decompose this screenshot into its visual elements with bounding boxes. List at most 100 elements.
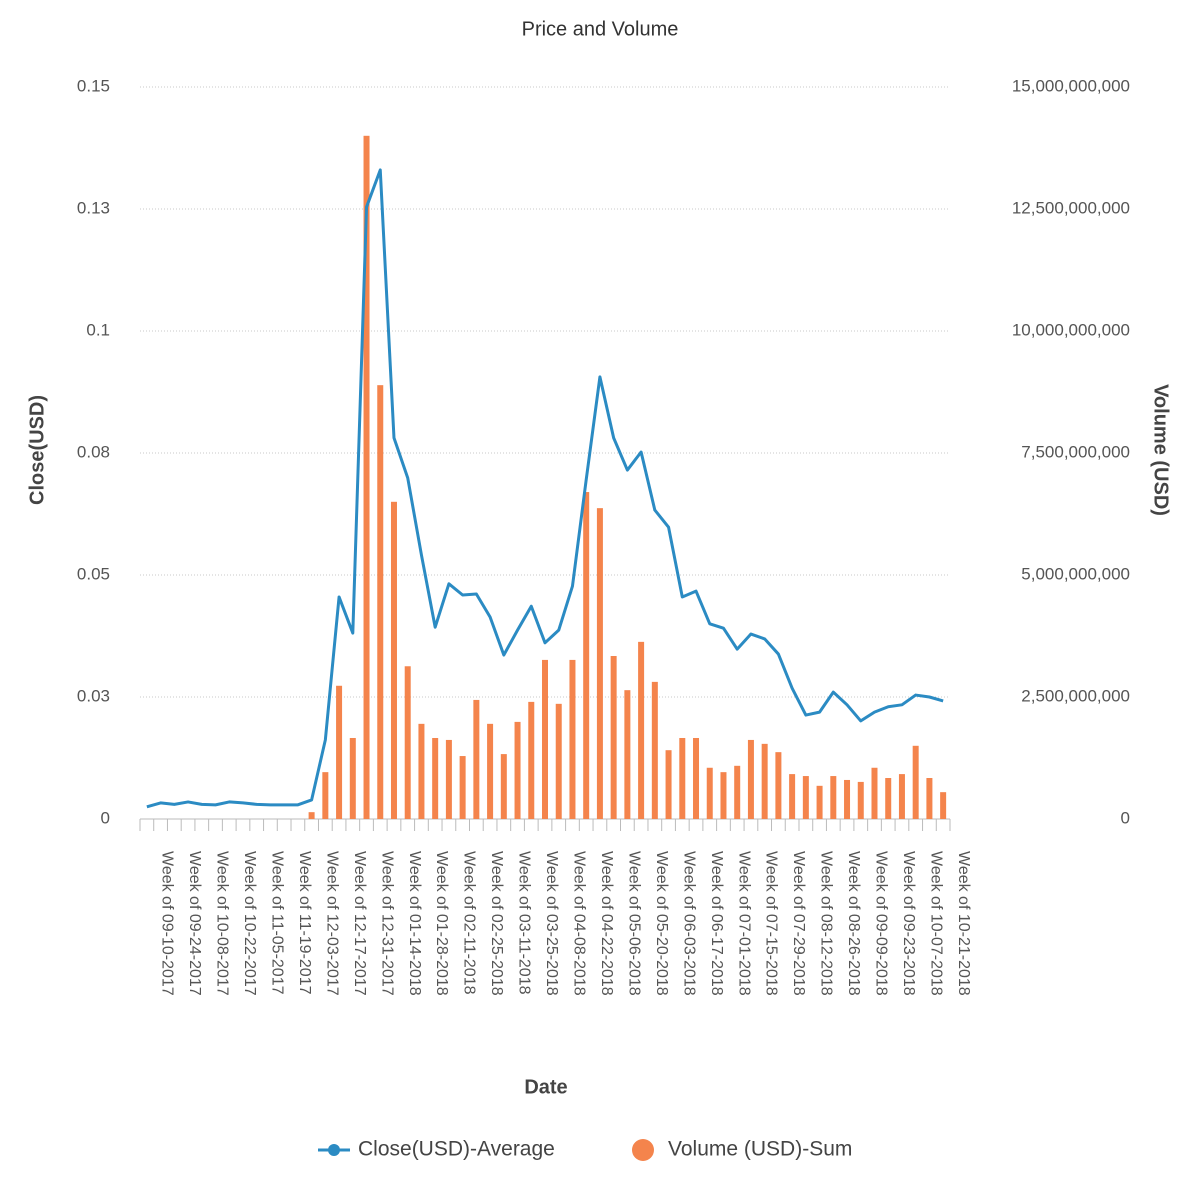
y2-tick-label: 0	[1121, 808, 1130, 827]
bar	[871, 767, 878, 819]
bar	[844, 779, 851, 819]
bar	[706, 767, 713, 819]
x-axis-title: Date	[524, 1076, 567, 1098]
x-tick-label: Week of 05-20-2018	[653, 851, 670, 996]
x-tick-label: Week of 12-17-2017	[351, 851, 368, 996]
bar	[583, 492, 590, 819]
bar	[542, 659, 548, 819]
bar	[734, 765, 741, 819]
bar	[514, 721, 521, 819]
y2-tick-label: 5,000,000,000	[1021, 564, 1130, 583]
x-tick-label: Week of 07-15-2018	[763, 851, 780, 996]
bar	[802, 776, 809, 819]
bar	[830, 776, 837, 819]
x-tick-label: Week of 09-23-2018	[900, 851, 917, 996]
bar	[665, 750, 672, 819]
x-tick-label: Week of 03-25-2018	[543, 851, 560, 996]
bar	[761, 743, 768, 819]
legend-swatch	[632, 1139, 654, 1161]
bar	[349, 737, 356, 819]
bar	[816, 785, 823, 819]
bar	[898, 774, 905, 819]
bar	[308, 812, 315, 819]
y-tick-label: 0	[101, 808, 110, 827]
bar	[459, 756, 466, 819]
x-tick-label: Week of 03-11-2018	[516, 851, 533, 995]
bar	[624, 690, 631, 819]
bar	[404, 666, 411, 819]
bar	[651, 681, 658, 819]
y2-tick-label: 12,500,000,000	[1012, 198, 1130, 217]
bar	[789, 774, 796, 819]
x-tick-label: Week of 11-19-2017	[296, 851, 313, 995]
chart-title: Price and Volume	[522, 18, 679, 40]
x-tick-label: Week of 10-08-2017	[214, 851, 231, 996]
x-tick-label: Week of 01-14-2018	[406, 851, 423, 996]
y-tick-label: 0.15	[77, 76, 110, 95]
bar	[926, 778, 933, 819]
bar	[555, 703, 562, 819]
y2-tick-label: 10,000,000,000	[1012, 320, 1130, 339]
y2-tick-label: 2,500,000,000	[1021, 686, 1130, 705]
x-tick-label: Week of 08-12-2018	[818, 851, 835, 996]
x-tick-label: Week of 10-21-2018	[955, 851, 972, 996]
x-tick-label: Week of 06-03-2018	[680, 851, 697, 996]
y2-tick-label: 7,500,000,000	[1021, 442, 1130, 461]
bar	[500, 754, 507, 819]
bar	[336, 685, 343, 819]
bar	[679, 737, 686, 819]
y-tick-label: 0.1	[86, 320, 110, 339]
y2-tick-label: 15,000,000,000	[1012, 76, 1130, 95]
y-tick-label: 0.05	[77, 564, 110, 583]
x-tick-label: Week of 12-03-2017	[323, 851, 340, 996]
bar	[638, 641, 645, 819]
bar	[445, 739, 452, 819]
x-tick-label: Week of 10-22-2017	[241, 851, 258, 996]
y-tick-label: 0.08	[77, 442, 110, 461]
x-tick-label: Week of 04-08-2018	[570, 851, 587, 996]
line	[146, 168, 944, 809]
bar	[487, 723, 494, 819]
x-tick-label: Week of 07-01-2018	[735, 851, 752, 996]
legend-label: Volume (USD)-Sum	[668, 1138, 852, 1161]
y-axis-title: Close(USD)	[26, 395, 48, 505]
x-tick-label: Week of 09-09-2018	[873, 851, 890, 996]
x-tick-label: Week of 04-22-2018	[598, 851, 615, 996]
bar	[775, 752, 782, 819]
y2-axis-title: Volume (USD)	[1150, 384, 1172, 516]
bar	[473, 699, 480, 819]
x-tick-label: Week of 02-25-2018	[488, 851, 505, 996]
x-tick-label: Week of 08-26-2018	[845, 851, 862, 996]
x-tick-label: Week of 10-07-2018	[927, 851, 944, 996]
bar	[377, 385, 384, 819]
x-tick-label: Week of 11-05-2017	[268, 851, 285, 995]
bar	[610, 656, 617, 819]
bar	[363, 135, 370, 820]
y-tick-label: 0.03	[77, 686, 110, 705]
bar	[693, 737, 700, 819]
legend-swatch	[328, 1144, 340, 1156]
bar	[747, 739, 754, 819]
x-tick-label: Week of 09-24-2017	[186, 851, 203, 996]
bar	[432, 737, 439, 819]
bar	[720, 772, 727, 819]
x-tick-label: Week of 09-10-2017	[159, 851, 176, 996]
bar	[569, 659, 576, 819]
bar	[857, 781, 864, 819]
bar	[390, 501, 397, 819]
bar	[322, 772, 329, 819]
x-tick-label: Week of 06-17-2018	[708, 851, 725, 996]
legend-label: Close(USD)-Average	[358, 1138, 555, 1161]
x-tick-label: Week of 02-11-2018	[461, 851, 478, 995]
bar	[418, 723, 425, 819]
x-tick-label: Week of 07-29-2018	[790, 851, 807, 996]
y-tick-label: 0.13	[77, 198, 110, 217]
x-tick-label: Week of 12-31-2017	[378, 851, 395, 996]
bar	[596, 508, 603, 819]
bar	[885, 778, 892, 819]
bar	[528, 701, 535, 819]
x-tick-label: Week of 05-06-2018	[625, 851, 642, 996]
bar	[940, 792, 947, 819]
x-tick-label: Week of 01-28-2018	[433, 851, 450, 996]
